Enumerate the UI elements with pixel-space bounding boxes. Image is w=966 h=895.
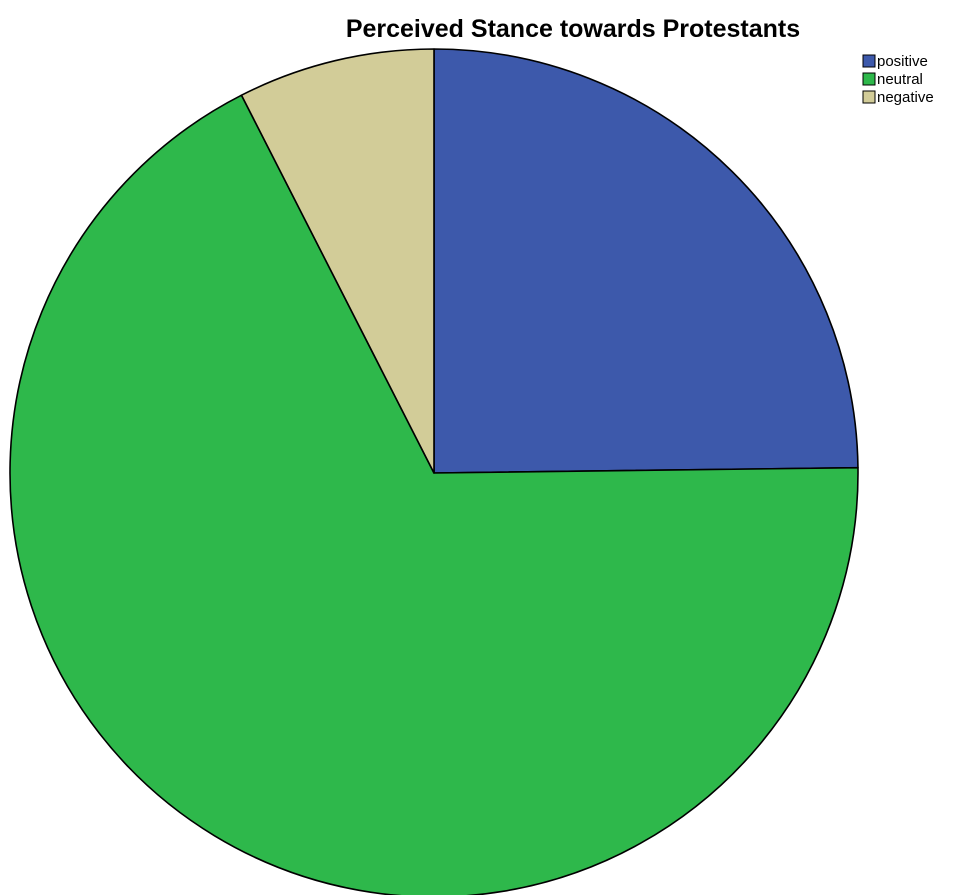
pie-slice-neutral	[9, 94, 859, 895]
legend-label-positive: positive	[877, 53, 928, 70]
legend-label-negative: negative	[877, 89, 934, 106]
legend-swatch-negative	[862, 90, 876, 104]
legend-swatch-neutral	[862, 72, 876, 86]
pie-slice-positive	[433, 48, 859, 474]
chart-title: Perceived Stance towards Protestants	[346, 15, 800, 43]
pie-slice-negative	[240, 48, 435, 474]
legend-swatch-positive	[862, 54, 876, 68]
legend-label-neutral: neutral	[877, 71, 923, 88]
pie-slices	[9, 48, 859, 895]
